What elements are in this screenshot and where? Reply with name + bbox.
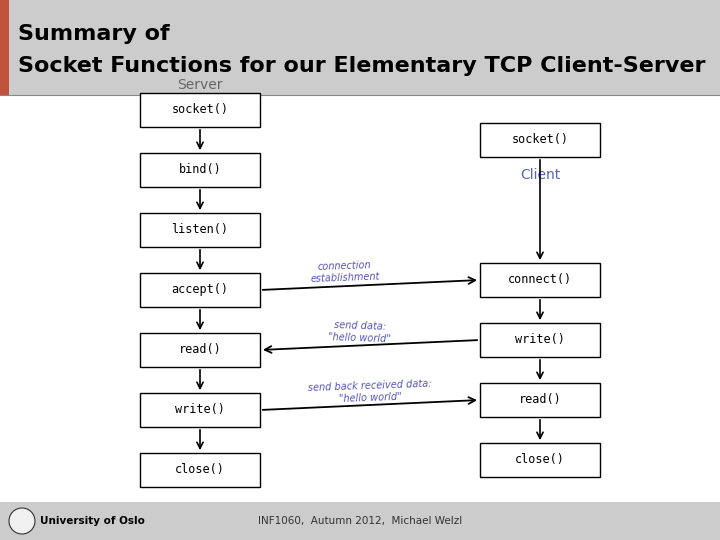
Bar (0, 0, 9, 95)
Bar (0, 502, 720, 540)
Bar (140, 393, 260, 427)
Text: connect(): connect() (508, 273, 572, 287)
Text: send back received data:
"hello world": send back received data: "hello world" (308, 379, 432, 405)
Bar (480, 263, 600, 297)
Text: socket(): socket() (171, 104, 228, 117)
Text: Socket Functions for our Elementary TCP Client-Server: Socket Functions for our Elementary TCP … (18, 57, 706, 77)
Text: read(): read() (518, 394, 562, 407)
Text: send data:
"hello world": send data: "hello world" (328, 320, 392, 344)
Text: write(): write() (515, 334, 565, 347)
Text: close(): close() (175, 463, 225, 476)
Circle shape (9, 508, 35, 534)
Bar (480, 323, 600, 357)
Bar (140, 333, 260, 367)
Text: Client: Client (520, 168, 560, 182)
Bar (0, 0, 720, 95)
Bar (140, 153, 260, 187)
Bar (140, 93, 260, 127)
Text: bind(): bind() (179, 164, 221, 177)
Text: read(): read() (179, 343, 221, 356)
Bar (140, 213, 260, 247)
Text: socket(): socket() (511, 133, 569, 146)
Bar (140, 273, 260, 307)
Text: listen(): listen() (171, 224, 228, 237)
Text: accept(): accept() (171, 284, 228, 296)
Bar (140, 453, 260, 487)
Bar (480, 383, 600, 417)
Text: write(): write() (175, 403, 225, 416)
Bar (480, 123, 600, 157)
Text: Summary of: Summary of (18, 24, 170, 44)
Text: University of Oslo: University of Oslo (40, 516, 145, 526)
Text: close(): close() (515, 454, 565, 467)
Text: connection
establishment: connection establishment (310, 260, 380, 284)
Bar (480, 443, 600, 477)
Text: Server: Server (177, 78, 222, 92)
Text: INF1060,  Autumn 2012,  Michael Welzl: INF1060, Autumn 2012, Michael Welzl (258, 516, 462, 526)
